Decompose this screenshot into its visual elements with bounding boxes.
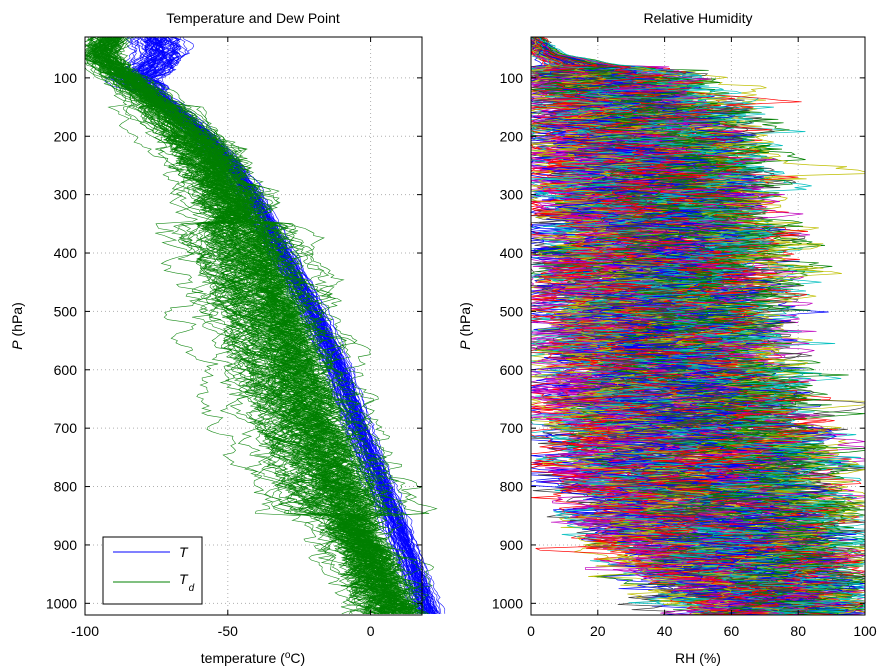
rh-profile-line	[530, 37, 750, 616]
rh-profile-line	[535, 36, 866, 616]
profile-line	[109, 36, 417, 615]
right-tick-marks	[530, 37, 866, 615]
profile-line	[102, 36, 396, 615]
y-tick-label: 200	[500, 128, 524, 144]
profile-line	[89, 36, 380, 615]
temperature-dewpoint-panel: -100 -50 0 100 200 300 400 500 600 700 800 900 1000…	[9, 10, 446, 667]
series-td	[84, 36, 438, 615]
rh-profile-line	[530, 36, 805, 616]
x-tick-label: 0	[367, 623, 375, 639]
rh-profile-line	[537, 36, 866, 616]
y-tick-label: 400	[54, 245, 78, 261]
x-tick-label: 80	[790, 623, 806, 639]
y-tick-label: 300	[500, 187, 524, 203]
left-y-axis-label: P (hPa)	[9, 302, 25, 349]
left-tick-marks	[84, 37, 422, 615]
left-y-tick-labels: 100 200 300 400 500 600 700 800 900 1000	[46, 70, 77, 611]
x-tick-label: 0	[527, 623, 535, 639]
legend-label-td-sub: d	[189, 583, 195, 594]
rh-profile-line	[530, 36, 768, 616]
profile-line	[92, 36, 393, 615]
rh-profile-line	[533, 36, 858, 616]
x-tick-label: -50	[218, 623, 238, 639]
x-tick-label: 100	[853, 623, 877, 639]
rh-profile-line	[534, 36, 866, 616]
left-panel-title: Temperature and Dew Point	[166, 10, 340, 26]
profile-line	[102, 36, 388, 615]
legend: T Td	[102, 536, 203, 605]
legend-box	[102, 536, 203, 605]
y-tick-label: 700	[500, 420, 524, 436]
x-tick-label: -100	[71, 623, 99, 639]
profile-line	[87, 36, 373, 615]
y-tick-label: 600	[500, 362, 524, 378]
profile-line	[84, 36, 379, 615]
series-rh	[529, 36, 867, 616]
profile-line	[112, 36, 435, 614]
rh-profile-line	[534, 36, 860, 616]
profile-line	[110, 36, 409, 614]
profile-line	[96, 36, 423, 615]
y-tick-label: 900	[54, 537, 78, 553]
rh-profile-line	[529, 36, 811, 616]
y-tick-label: 200	[54, 128, 78, 144]
y-tick-label: 300	[54, 187, 78, 203]
y-tick-label: 500	[54, 303, 78, 319]
right-panel-title: Relative Humidity	[644, 10, 753, 26]
right-y-axis-label: P (hPa)	[457, 302, 473, 349]
y-tick-label: 400	[500, 245, 524, 261]
right-x-axis-label: RH (%)	[675, 650, 721, 666]
y-tick-label: 1000	[46, 595, 77, 611]
left-series-lines	[84, 36, 446, 615]
right-x-tick-labels: 0 20 40 60 80 100	[527, 623, 877, 639]
profile-line	[100, 36, 395, 615]
profile-line	[86, 36, 390, 614]
legend-label-t: T	[179, 544, 189, 560]
right-series-lines	[529, 36, 867, 616]
y-tick-label: 600	[54, 362, 78, 378]
relative-humidity-panel: 0 20 40 60 80 100 100 200 300 400 500 600 700 800 900…	[457, 10, 877, 666]
x-tick-label: 20	[590, 623, 606, 639]
y-tick-label: 1000	[492, 595, 523, 611]
profile-line	[140, 36, 433, 614]
x-tick-label: 40	[657, 623, 673, 639]
profile-line	[93, 36, 401, 615]
left-x-axis-label: temperature (oC)	[201, 650, 305, 667]
left-axes-box	[84, 36, 423, 616]
rh-profile-line	[534, 36, 841, 616]
y-tick-label: 800	[54, 479, 78, 495]
rh-profile-line	[530, 36, 794, 616]
x-tick-label: 60	[724, 623, 740, 639]
y-tick-label: 500	[500, 303, 524, 319]
rh-profile-line	[530, 36, 796, 616]
profile-line	[84, 36, 381, 615]
legend-label-td: Td	[179, 571, 195, 594]
right-axes-box	[530, 36, 866, 616]
y-tick-label: 700	[54, 420, 78, 436]
right-y-tick-labels: 100 200 300 400 500 600 700 800 900 1000	[492, 70, 523, 611]
profile-line	[94, 36, 412, 615]
rh-profile-line	[531, 36, 861, 616]
profile-line	[102, 36, 409, 615]
y-tick-label: 900	[500, 537, 524, 553]
y-tick-label: 800	[500, 479, 524, 495]
profile-line	[84, 37, 370, 615]
y-tick-label: 100	[500, 70, 524, 86]
y-tick-label: 100	[54, 70, 78, 86]
left-x-tick-labels: -100 -50 0	[71, 623, 375, 639]
